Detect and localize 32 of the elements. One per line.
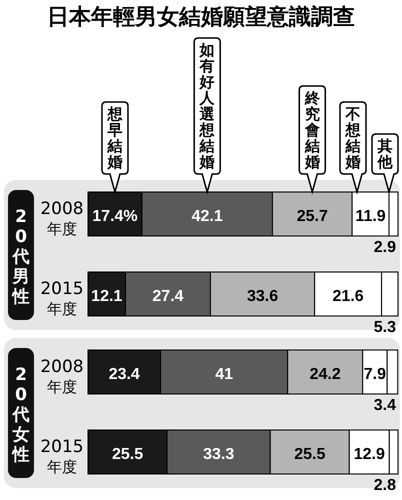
data-label: 33.6 [246,288,278,305]
data-label: 12.1 [91,288,122,305]
data-label: 2.8 [374,477,396,494]
series-label: 終究會結婚 [304,89,321,171]
data-label: 41 [215,366,234,383]
y-tick-label: 2008年度 [40,357,84,396]
data-label: 21.6 [332,288,364,305]
y-tick-label: 2015年度 [40,279,84,318]
data-label: 25.7 [296,208,328,225]
series-label: 其他 [376,137,394,171]
data-label: 24.2 [310,366,341,383]
data-label: 33.3 [203,446,234,463]
series-label: 想早結婚 [106,105,124,171]
y-axis-title: 20代女性 [12,365,30,465]
y-tick-label: 2008年度 [40,199,84,238]
y-axis-title: 20代男性 [12,207,30,307]
y-tick-label: 2015年度 [40,437,84,476]
data-label: 3.4 [374,397,396,414]
data-label: 11.9 [355,208,386,225]
series-label: 如有好人選想結婚 [198,41,216,171]
data-label: 23.4 [108,366,140,383]
data-label: 27.4 [152,288,184,305]
chart-title: 日本年輕男女結婚願望意識調查 [47,4,355,30]
data-label: 42.1 [192,208,223,225]
series-label: 不想結婚 [344,105,362,171]
data-label: 7.9 [364,366,386,383]
data-label: 25.5 [294,446,326,463]
data-label: 12.9 [354,446,385,463]
data-label: 17.4% [92,208,138,225]
data-label: 25.5 [112,446,144,463]
data-label: 2.9 [374,239,396,256]
data-label: 5.3 [374,319,396,336]
